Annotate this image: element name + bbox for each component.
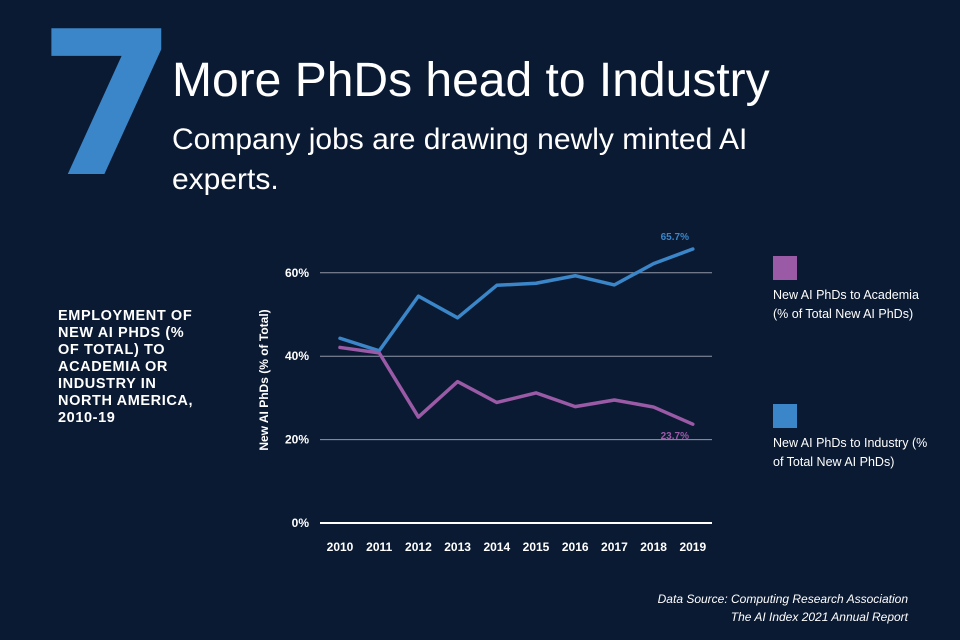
series-line-industry bbox=[338, 247, 695, 353]
y-axis-label: New AI PhDs (% of Total) bbox=[257, 309, 271, 450]
x-tick-label: 2019 bbox=[679, 540, 706, 554]
x-tick-label: 2013 bbox=[444, 540, 471, 554]
data-label-industry: 65.7% bbox=[661, 232, 689, 243]
x-tick-label: 2015 bbox=[523, 540, 550, 554]
page-subtitle: Company jobs are drawing newly minted AI… bbox=[172, 123, 748, 196]
page-title: More PhDs head to Industry bbox=[172, 54, 770, 107]
y-tick-label: 60% bbox=[285, 266, 309, 280]
x-tick-label: 2016 bbox=[562, 540, 589, 554]
x-tick-label: 2018 bbox=[640, 540, 667, 554]
legend-label-industry: New AI PhDs to Industry (% of Total New … bbox=[773, 436, 928, 469]
data-label-academia: 23.7% bbox=[661, 431, 689, 442]
legend-label-academia: New AI PhDs to Academia (% of Total New … bbox=[773, 288, 919, 321]
report-name-text: The AI Index 2021 Annual Report bbox=[730, 610, 908, 624]
legend-swatch-academia bbox=[773, 256, 797, 280]
data-source-text: Data Source: Computing Research Associat… bbox=[657, 592, 908, 606]
chapter-number: 7 bbox=[38, 0, 177, 222]
x-tick-label: 2014 bbox=[483, 540, 510, 554]
series-line-academia bbox=[338, 345, 695, 426]
x-tick-label: 2010 bbox=[327, 540, 354, 554]
y-tick-label: 0% bbox=[292, 516, 310, 530]
legend-item-academia: New AI PhDs to Academia (% of Total New … bbox=[773, 256, 933, 324]
y-tick-label: 40% bbox=[285, 349, 309, 363]
footer-credits: Data Source: Computing Research Associat… bbox=[658, 590, 908, 626]
x-tick-label: 2012 bbox=[405, 540, 432, 554]
y-tick-label: 20% bbox=[285, 433, 309, 447]
x-tick-label: 2011 bbox=[366, 540, 392, 554]
legend-item-industry: New AI PhDs to Industry (% of Total New … bbox=[773, 404, 933, 472]
chart-description: EMPLOYMENT OF NEW AI PHDS (% OF TOTAL) T… bbox=[58, 308, 194, 426]
legend-swatch-industry bbox=[773, 404, 797, 428]
x-tick-label: 2017 bbox=[601, 540, 628, 554]
